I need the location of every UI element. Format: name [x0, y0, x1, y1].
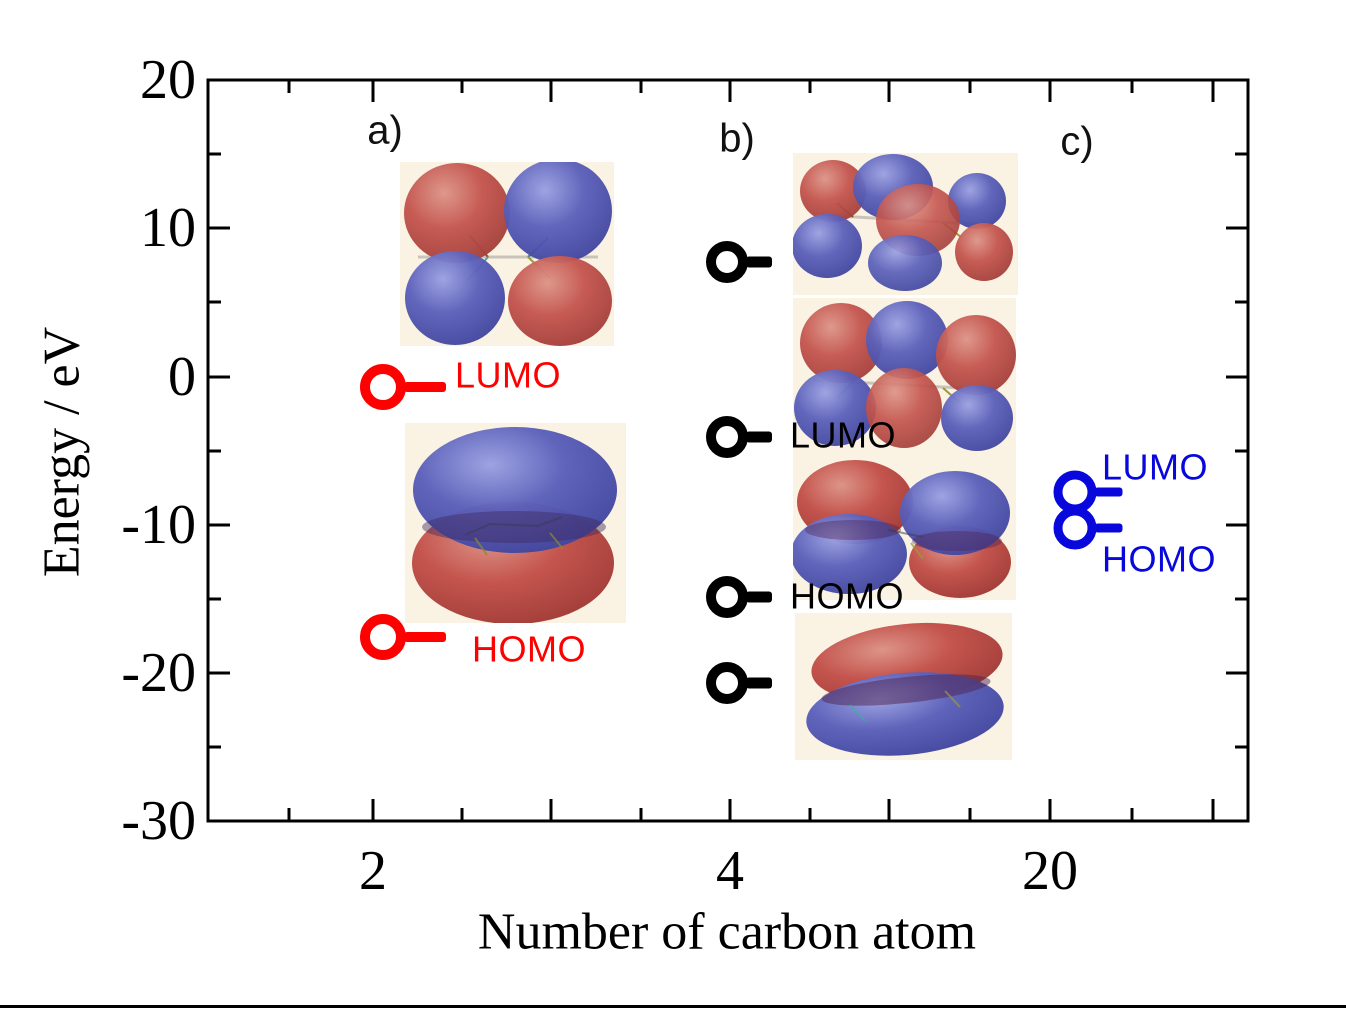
marker-level-x4: [706, 241, 772, 284]
y-axis-ticks: [208, 78, 1248, 823]
c4-homo-orbital-image: [793, 455, 1016, 600]
marker-lumo-x2: [360, 363, 446, 410]
y-axis-title: Energy / eV: [33, 326, 91, 578]
c4-lower-orbital-image: [795, 613, 1012, 760]
c2-homo-orbital-image: [405, 423, 626, 623]
x-tick-label-2: 2: [359, 840, 387, 902]
c4-lumo-orbital-image: [793, 298, 1016, 455]
y-tick-label--30: -30: [121, 790, 196, 852]
x-tick-label-4: 4: [716, 840, 744, 902]
marker-level-x4: [706, 662, 772, 705]
marker-label-homo-x4: HOMO: [790, 575, 904, 617]
y-tick-label-10: 10: [140, 197, 196, 259]
marker-homo-x20: [1053, 506, 1123, 550]
y-tick-label--10: -10: [121, 494, 196, 556]
marker-label-homo-x20: HOMO: [1102, 538, 1216, 580]
y-tick-label-0: 0: [168, 346, 196, 408]
panel-label-a: a): [367, 108, 403, 153]
panel-label-c: c): [1060, 119, 1094, 164]
marker-label-lumo-x20: LUMO: [1102, 446, 1209, 488]
x-tick-label-20: 20: [1022, 840, 1078, 902]
marker-label-lumo-x2: LUMO: [455, 354, 562, 396]
marker-homo-x4: [706, 576, 772, 619]
c2-lumo-orbital-image: [400, 162, 614, 346]
marker-homo-x2: [360, 614, 446, 661]
marker-label-homo-x2: HOMO: [472, 628, 586, 670]
marker-label-lumo-x4: LUMO: [790, 414, 897, 456]
x-axis-title: Number of carbon atom: [477, 903, 977, 961]
y-tick-label-20: 20: [140, 49, 196, 111]
c4-upper-orbital-image: [793, 153, 1018, 295]
marker-lumo-x4: [706, 416, 772, 459]
panel-label-b: b): [719, 116, 755, 161]
x-axis-ticks: [287, 80, 1215, 821]
bottom-rule: [0, 1005, 1346, 1008]
y-tick-label--20: -20: [121, 642, 196, 704]
